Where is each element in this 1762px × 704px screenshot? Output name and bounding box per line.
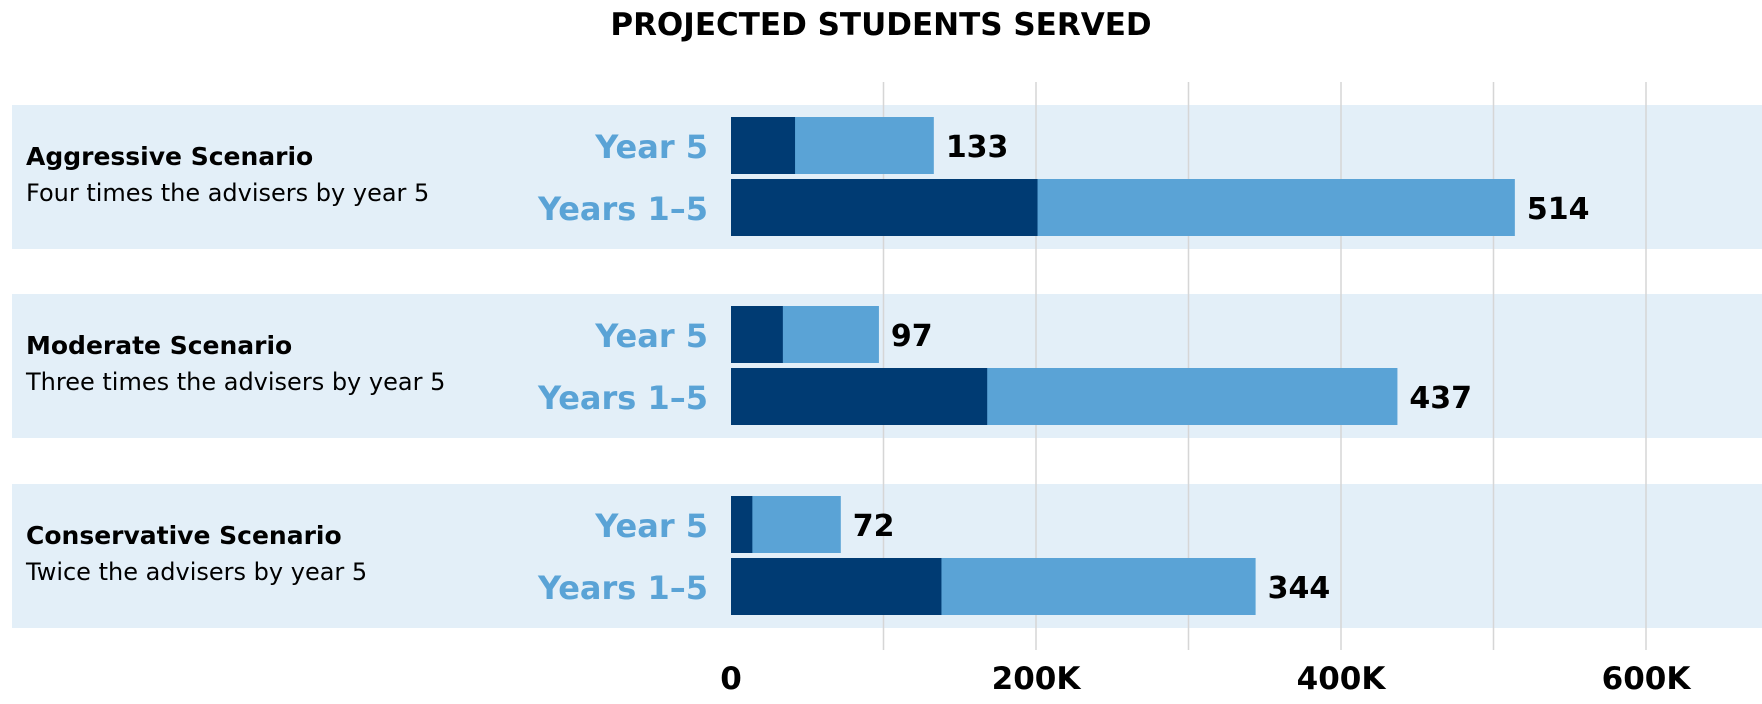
bar-dark-segment xyxy=(731,117,796,174)
row-label: Year 5 xyxy=(594,128,708,166)
bar-dark-segment xyxy=(731,558,942,615)
scenario-name: Aggressive Scenario xyxy=(26,142,313,171)
row-label: Years 1–5 xyxy=(537,190,708,228)
scenario-name: Moderate Scenario xyxy=(26,331,292,360)
x-tick-label: 0 xyxy=(720,661,742,697)
labels: Aggressive Scenario Four times the advise… xyxy=(25,128,1589,607)
value-label: 437 xyxy=(1409,381,1472,416)
value-label: 514 xyxy=(1527,192,1590,227)
bar-dark-segment xyxy=(731,306,783,363)
bar-dark-segment xyxy=(731,368,988,425)
gridlines xyxy=(882,82,1647,650)
row-label: Year 5 xyxy=(594,507,708,545)
bar-dark-segment xyxy=(731,179,1038,236)
bar-dark-segment xyxy=(731,496,753,553)
x-axis-ticks: 0 200K 400K 600K xyxy=(720,661,1691,697)
value-label: 133 xyxy=(946,130,1009,165)
value-label: 72 xyxy=(853,509,895,544)
scenario-description: Four times the advisers by year 5 xyxy=(26,179,429,207)
value-label: 97 xyxy=(891,319,933,354)
x-tick-label: 200K xyxy=(992,661,1082,697)
x-tick-label: 600K xyxy=(1602,661,1692,697)
bars xyxy=(731,117,1515,615)
row-label: Years 1–5 xyxy=(537,569,708,607)
scenario-description: Twice the advisers by year 5 xyxy=(25,558,367,586)
scenario-description: Three times the advisers by year 5 xyxy=(25,368,445,396)
row-label: Years 1–5 xyxy=(537,379,708,417)
chart-title: PROJECTED STUDENTS SERVED xyxy=(610,7,1151,43)
row-label: Year 5 xyxy=(594,317,708,355)
value-label: 344 xyxy=(1268,571,1331,606)
scenario-name: Conservative Scenario xyxy=(26,521,342,550)
x-tick-label: 400K xyxy=(1297,661,1387,697)
